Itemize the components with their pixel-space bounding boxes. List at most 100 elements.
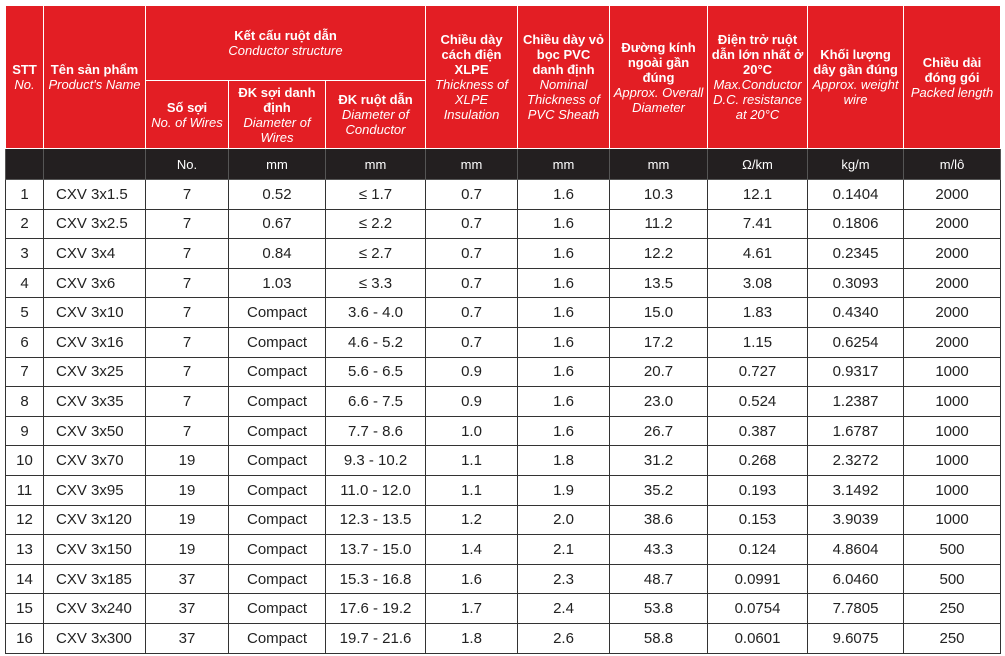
table-cell: 1.9 [517, 474, 611, 506]
table-cell: 16 [5, 622, 44, 654]
table-row: 16 CXV 3x300 37 Compact 19.7 - 21.6 1.8 2.6 58.… [5, 622, 1002, 654]
col-header: Chiều dày vỏ bọc PVC danh định Nominal Th… [517, 5, 611, 149]
table-cell: 9.3 - 10.2 [324, 445, 427, 476]
table-cell: 12.3 - 13.5 [324, 504, 427, 536]
table-cell: 1.6 [517, 415, 611, 447]
table-cell: 13.5 [609, 267, 709, 299]
table-cell: 43.3 [609, 534, 709, 565]
table-cell: 10 [5, 445, 44, 476]
table-cell: CXV 3x120 [43, 504, 146, 536]
table-cell: 1.6 [517, 297, 611, 328]
table-cell: ≤ 2.2 [324, 208, 427, 240]
table-cell: 2000 [903, 208, 1002, 240]
table-cell: 500 [903, 563, 1002, 595]
table-cell: 1.6 [517, 208, 611, 240]
table-cell: 2000 [903, 238, 1002, 269]
table-cell: CXV 3x240 [43, 593, 146, 624]
header-en: Packed length [910, 84, 994, 100]
table-cell: Compact [228, 504, 326, 536]
table-cell: 1.7 [425, 593, 519, 624]
table-cell: 17.6 - 19.2 [324, 593, 427, 624]
table-row: 2 CXV 3x2.5 7 0.67 ≤ 2.2 0.7 1.6 11.2 7.41 0.1806… [5, 208, 1002, 240]
table-cell: 19 [145, 474, 229, 506]
header-vi: ĐK ruột dẫn [338, 92, 413, 107]
table-row: 12 CXV 3x120 19 Compact 12.3 - 13.5 1.2 2.0 38.… [5, 504, 1002, 536]
table-row: 9 CXV 3x50 7 Compact 7.7 - 8.6 1.0 1.6 26.7 0.38… [5, 415, 1002, 447]
table-cell: 0.2345 [807, 238, 905, 269]
table-cell: 1.83 [707, 297, 809, 328]
table-cell: 0.3093 [807, 267, 905, 299]
table-row: 6 CXV 3x16 7 Compact 4.6 - 5.2 0.7 1.6 17.2 1.15… [5, 326, 1002, 358]
table-cell: 0.9 [425, 386, 519, 417]
table-cell: 250 [903, 622, 1002, 654]
table-cell: 1.2 [425, 504, 519, 536]
table-cell: 0.67 [228, 208, 326, 240]
header-vi: Số sợi [166, 99, 208, 115]
table-cell: 48.7 [609, 563, 709, 595]
table-cell: 12 [5, 504, 44, 536]
table-cell: 6 [5, 326, 44, 358]
table-cell: 12.2 [609, 238, 709, 269]
table-cell: 2.1 [517, 534, 611, 565]
table-cell: 0.9 [425, 356, 519, 388]
table-cell: 7 [5, 356, 44, 388]
table-cell: 0.7 [425, 326, 519, 358]
table-cell: 37 [145, 622, 229, 654]
table-cell: Compact [228, 415, 326, 447]
table-cell: 7 [145, 238, 229, 269]
table-cell: 12.1 [707, 179, 809, 210]
col-header: Điện trở ruột dẫn lớn nhất ở 20°C Max.Con… [707, 5, 809, 149]
table-cell: ≤ 3.3 [324, 267, 427, 299]
table-cell: 1.1 [425, 445, 519, 476]
table-cell: 0.0601 [707, 622, 809, 654]
table-row: 4 CXV 3x6 7 1.03 ≤ 3.3 0.7 1.6 13.5 3.08 0.3093 20… [5, 267, 1002, 299]
header-vi: Điện trở ruột dẫn lớn nhất ở 20°C [711, 32, 804, 77]
table-row: 15 CXV 3x240 37 Compact 17.6 - 19.2 1.7 2.4 53.… [5, 593, 1002, 624]
table-cell: 2.3 [517, 563, 611, 595]
table-cell: 7 [145, 297, 229, 328]
unit-cell: No. [145, 148, 229, 180]
table-cell: CXV 3x4 [43, 238, 146, 269]
table-cell: 1.6 [425, 563, 519, 595]
table-cell: 1 [5, 179, 44, 210]
table-cell: CXV 3x185 [43, 563, 146, 595]
table-cell: 0.268 [707, 445, 809, 476]
table-cell: 7 [145, 208, 229, 240]
header-vi: Tên sản phẩm [50, 62, 139, 77]
table-cell: 2.4 [517, 593, 611, 624]
table-cell: 10.3 [609, 179, 709, 210]
table-cell: ≤ 1.7 [324, 179, 427, 210]
table-cell: 9.6075 [807, 622, 905, 654]
table-cell: 13 [5, 534, 44, 565]
table-cell: 0.727 [707, 356, 809, 388]
table-row: 3 CXV 3x4 7 0.84 ≤ 2.7 0.7 1.6 12.2 4.61 0.2345 20… [5, 238, 1002, 269]
header-en: Approx. weight wire [812, 77, 899, 107]
col-header: Kết cấu ruột dẫn Conductor structure [144, 5, 427, 81]
table-cell: 4.61 [707, 238, 809, 269]
col-header: Khối lượng dây gần đúng Approx. weight wi… [807, 5, 905, 149]
table-cell: 8 [5, 386, 44, 417]
table-cell: 1.1 [425, 474, 519, 506]
table-cell: 1.2387 [807, 386, 905, 417]
table-cell: 37 [145, 593, 229, 624]
table-row: 14 CXV 3x185 37 Compact 15.3 - 16.8 1.6 2.3 48.… [5, 563, 1002, 595]
header-en: Diameter of Wires [243, 114, 311, 145]
col-header: ĐK ruột dẫn Diameter of Conductor [324, 80, 427, 149]
header-en: Approx. Overall Diameter [613, 84, 704, 115]
table-cell: Compact [228, 386, 326, 417]
table-cell: 0.524 [707, 386, 809, 417]
table-cell: 38.6 [609, 504, 709, 536]
table-cell: 0.0754 [707, 593, 809, 624]
table-cell: 23.0 [609, 386, 709, 417]
unit-cell: mm [228, 148, 326, 180]
table-cell: 0.7 [425, 297, 519, 328]
table-cell: 1000 [903, 415, 1002, 447]
unit-cell: Ω/km [707, 148, 809, 180]
table-cell: Compact [228, 474, 326, 506]
table-cell: 58.8 [609, 622, 709, 654]
table-cell: 9 [5, 415, 44, 447]
table-cell: Compact [228, 593, 326, 624]
table-cell: 11.0 - 12.0 [324, 474, 427, 506]
unit-cell: mm [609, 148, 709, 180]
table-cell: 20.7 [609, 356, 709, 388]
